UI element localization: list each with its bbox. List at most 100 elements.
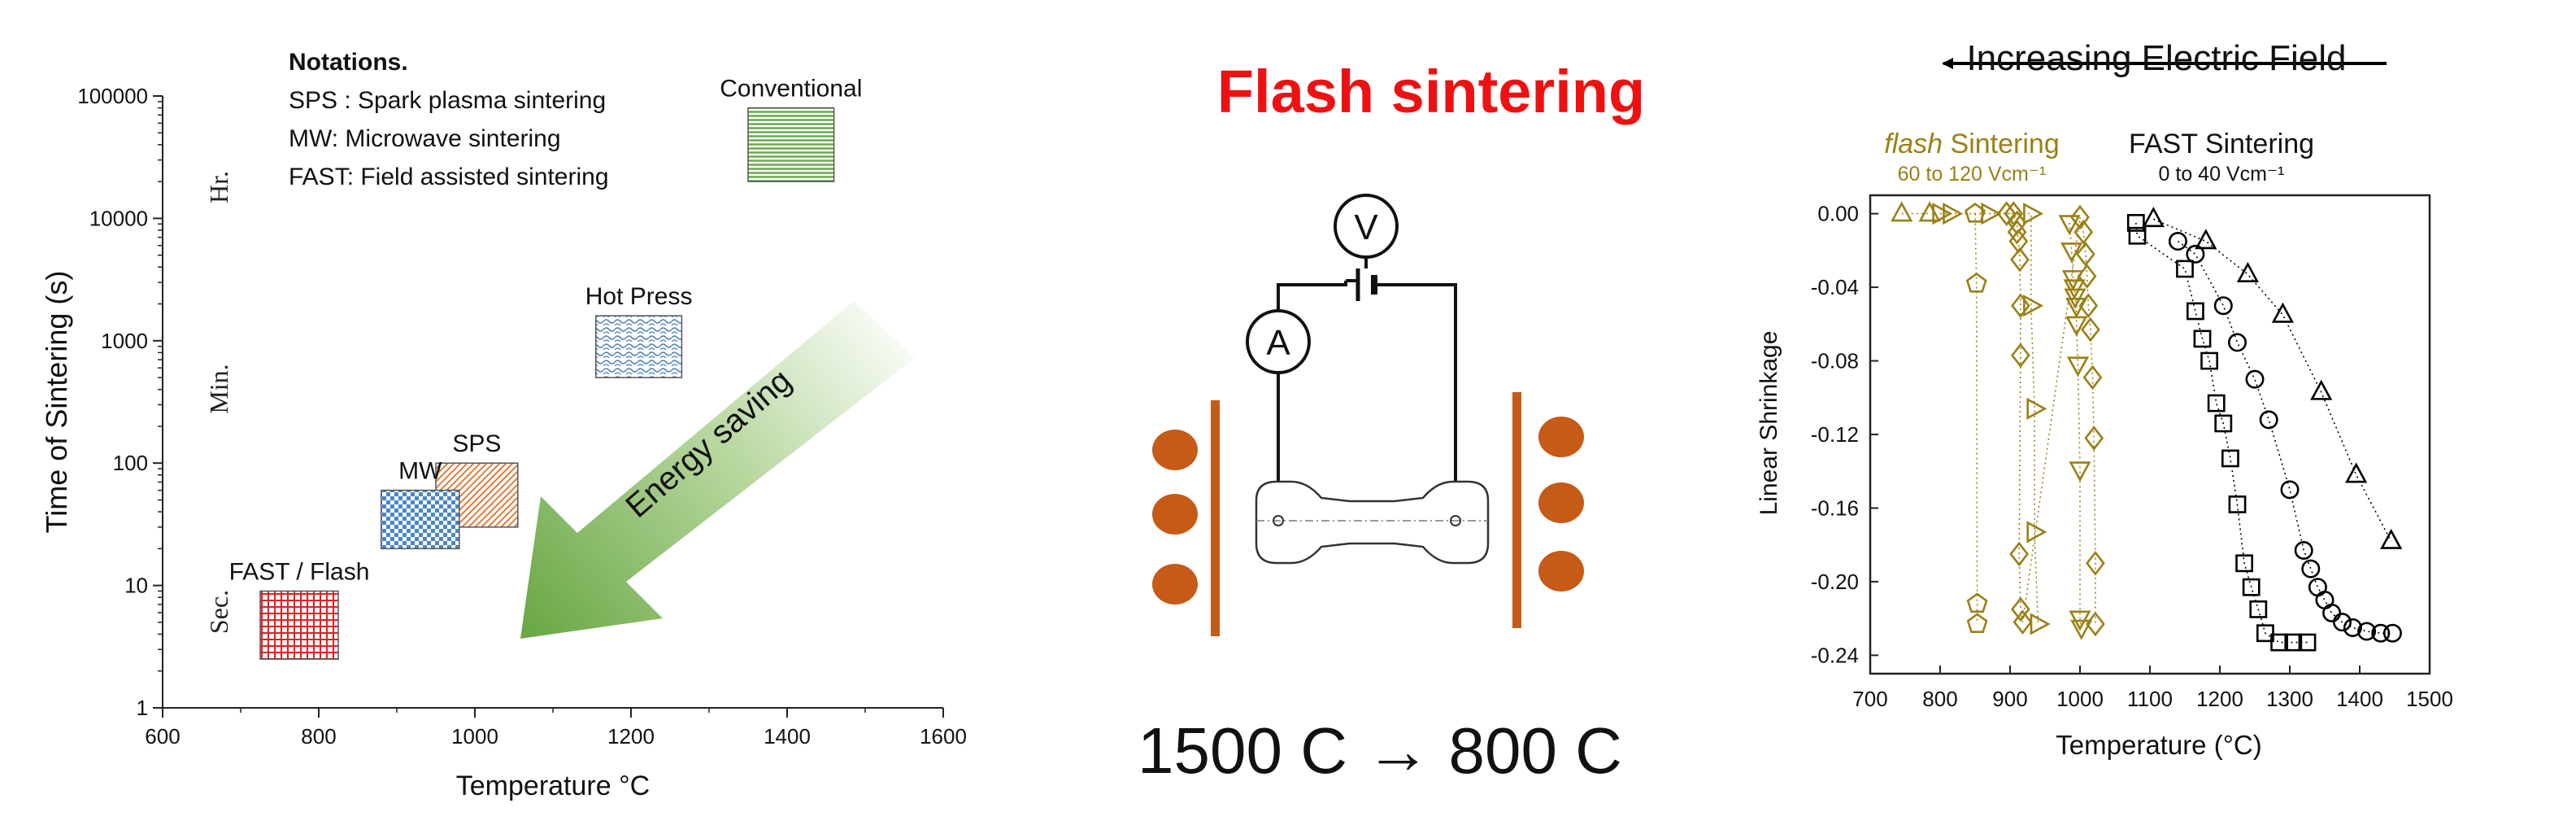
data-point-diamond [2082,364,2103,391]
region-fast-flash [259,590,339,660]
right-x-ticks: 700 800 900 1000 1100 1200 1300 1400 1500 [1852,666,2453,711]
ammeter-label: A [1266,323,1290,363]
specimen-hole-right [1450,515,1461,526]
right-y-axis-label: Linear Shrinkage [1756,331,1782,516]
data-point-triangle-down [2069,461,2091,482]
left-y-tick-label: 100 [113,451,148,475]
data-point-diamond [2011,293,2030,319]
data-point-circle [2259,410,2278,430]
data-point-circle [2315,591,2334,610]
shrinkage-data-marks [1891,201,2403,652]
heating-coil-right-3 [1538,551,1584,591]
right-y-ticks: 0.00 -0.04 -0.08 -0.12 -0.16 -0.20 -0.24 [1811,202,1878,667]
data-point-square [2214,414,2233,433]
left-chart: 1 10 100 1000 10000 100000 600 800 1000 1200 1400… [40,49,967,801]
left-y-ticks: 1 10 100 1000 10000 100000 [77,84,163,720]
data-point-triangle-down [2065,297,2088,319]
data-point-square [2128,226,2147,245]
right-x-tick-label: 1500 [2406,687,2453,711]
data-point-circle [2322,603,2342,622]
voltmeter-icon [1334,194,1399,259]
data-point-diamond [2086,550,2105,576]
data-point-triangle-up [2236,261,2259,282]
data-point-square [2193,330,2212,348]
flash-title-rest: Sintering [1943,129,2060,159]
data-point-triangle-down [2060,242,2083,264]
data-point-circle [2343,618,2362,637]
data-point-square [2221,449,2239,468]
data-point-circle [2228,333,2247,352]
data-point-triangle-right [2023,295,2044,317]
left-x-tick-label: 800 [301,724,336,749]
data-point-circle [2186,244,2205,264]
data-point-square [2200,351,2219,370]
electric-field-label: Increasing Electric Field [1966,38,2346,78]
data-point-triangle-up [2310,379,2333,400]
region-label-sps: SPS [452,430,501,457]
left-x-tick-label: 600 [145,724,180,749]
right-y-tick-label: -0.24 [1811,643,1859,667]
data-point-diamond [2010,247,2030,273]
left-x-ticks: 600 800 1000 1200 1400 1600 [145,708,967,749]
right-y-tick-label: -0.20 [1811,570,1859,594]
data-point-square [2228,495,2247,513]
data-point-square [2187,302,2204,321]
time-label-hours: Hr. [204,171,233,203]
series-line-fast-triangle-up [2152,218,2392,542]
heating-coil-left-2 [1152,494,1198,535]
data-point-diamond [2073,219,2094,245]
data-point-square [2256,624,2274,643]
region-label-mw: MW [398,458,442,485]
data-point-circle [2294,540,2313,560]
time-label-minutes: Min. [204,364,233,413]
right-x-tick-label: 1400 [2336,687,2383,711]
circuit-wire-left [1277,281,1347,317]
series-line-flash-pentagon [1974,213,1978,624]
sintering-regions: Conventional Hot Press SPS MW FAST / Flash [229,76,862,660]
right-x-tick-label: 1100 [2127,687,2173,711]
data-point-triangle-up [2345,462,2368,483]
data-point-triangle-down [2070,619,2093,640]
data-point-square [2284,633,2303,652]
right-x-axis-label: Temperature (°C) [2056,730,2261,760]
right-y-tick-label: -0.12 [1811,422,1859,447]
data-point-diamond [2009,541,2030,567]
region-label-hot-press: Hot Press [585,283,693,310]
fast-sintering-group-title: FAST Sintering [2129,129,2314,159]
data-point-triangle-up [2142,207,2165,228]
left-y-tick-label: 1 [137,696,148,720]
right-x-tick-label: 800 [1922,687,1957,711]
data-point-diamond [1996,201,2017,226]
region-hot-press [595,315,683,378]
data-point-triangle-down [2066,356,2090,378]
right-y-tick-label: 0.00 [1817,202,1859,226]
left-y-tick-label: 10000 [89,206,148,230]
data-point-square [2176,260,2194,278]
data-point-triangle-right [2026,521,2047,543]
data-point-triangle-down [2065,316,2088,337]
data-point-triangle-right [2023,203,2044,225]
flash-field-range: 60 to 120 Vcm⁻¹ [1898,163,2047,186]
data-point-circle [2213,296,2233,316]
energy-saving-arrow: Energy saving [520,301,915,639]
data-point-diamond [2007,219,2027,245]
data-point-square [2298,633,2317,652]
data-point-diamond [2081,316,2100,343]
series-line-flash-diamond [2006,212,2096,624]
data-point-circle [2382,623,2402,643]
heating-coil-right-1 [1538,417,1584,457]
data-point-diamond [2076,242,2095,267]
notations-box: Notations. SPS : Spark plasma sintering … [289,49,609,190]
left-x-tick-label: 1200 [607,724,655,749]
dogbone-specimen [1255,480,1490,565]
data-point-triangle-up [1891,201,1913,222]
heating-coil-left-1 [1152,430,1198,470]
right-chart: Increasing Electric Field flash Sinterin… [1756,38,2453,760]
specimen-hole-left [1273,515,1284,526]
heating-coil-right-2 [1538,482,1584,523]
data-point-square [2249,600,2268,618]
data-point-square [2126,214,2145,232]
data-point-pentagon [1965,203,1986,223]
left-y-tick-label: 10 [124,574,148,598]
left-y-tick-label: 1000 [101,329,148,353]
